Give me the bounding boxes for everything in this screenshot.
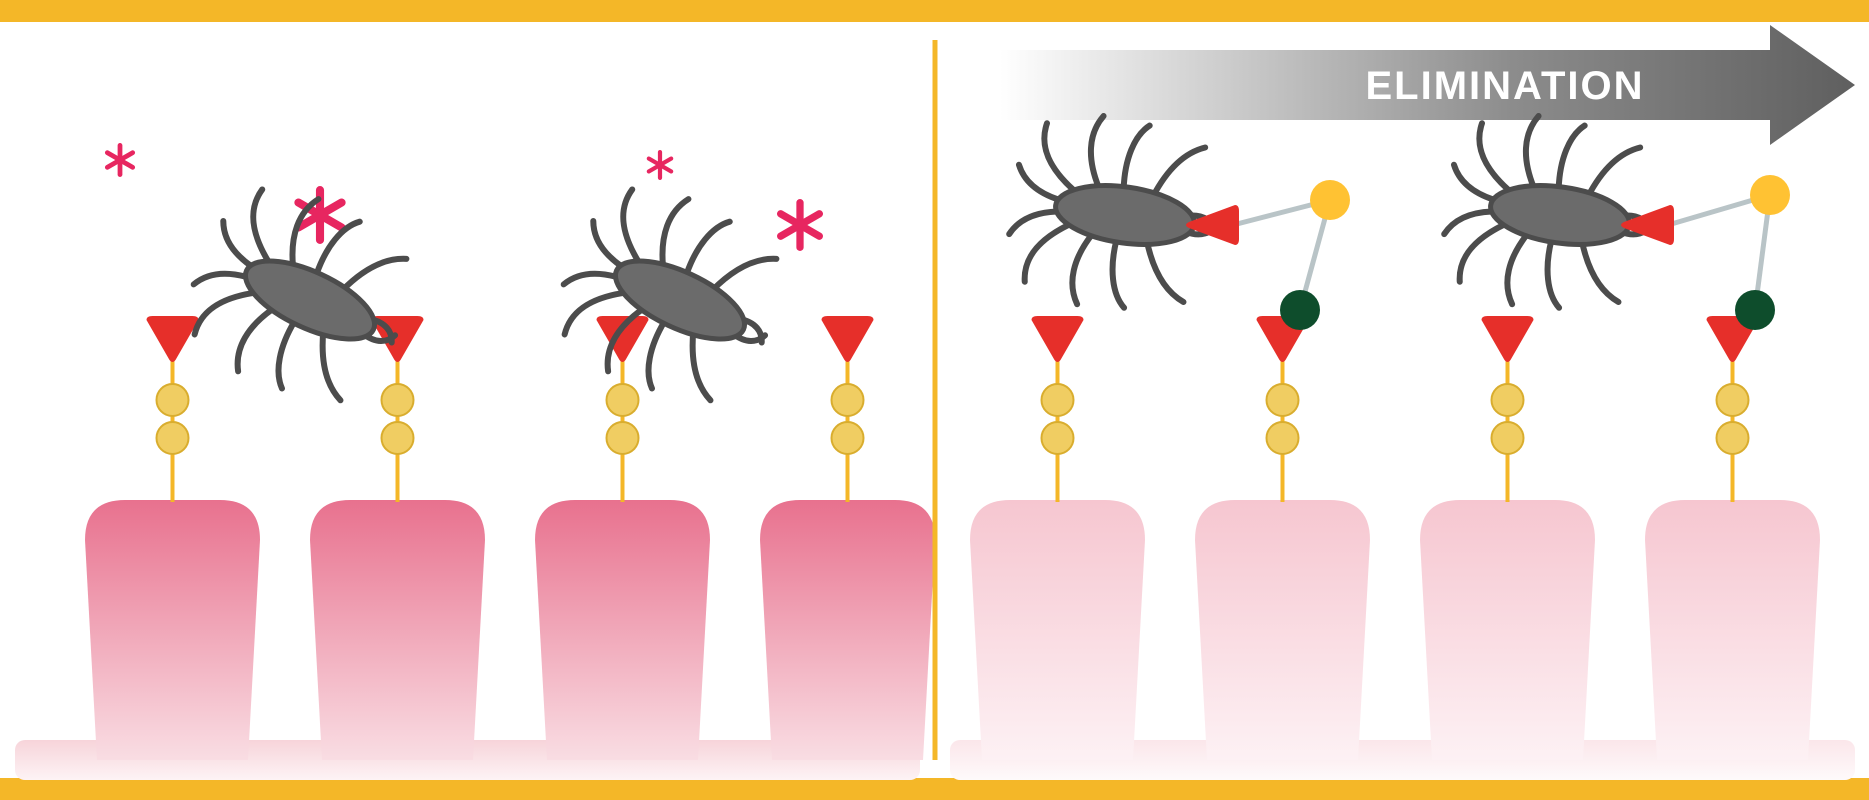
receptor-triangle-icon [1482,316,1534,362]
decoy-triangle-icon [1186,205,1239,245]
pathogen-icon [538,167,803,425]
decoy-triangle-icon [1621,205,1674,245]
receptor-bead [1042,422,1074,454]
villus [1420,500,1595,760]
diagram-stage: ELIMINATION [0,0,1869,800]
decoy-green-ball [1735,290,1775,330]
receptor-bead [1717,384,1749,416]
receptor-bead [157,384,189,416]
pathogen-icon [1436,105,1664,322]
decoy-yellow-ball [1310,180,1350,220]
pathogen-icon [1001,105,1229,322]
inflammation-asterisk-icon [646,150,674,180]
receptor-bead [1042,384,1074,416]
elimination-arrow-label: ELIMINATION [1365,64,1644,108]
villus [970,500,1145,760]
top-border-bar [0,0,1869,22]
receptor-bead [382,422,414,454]
receptor-bead [157,422,189,454]
receptor-triangle-icon [1032,316,1084,362]
receptor-bead [607,422,639,454]
receptor-bead [1492,422,1524,454]
receptor-triangle-icon [147,316,199,362]
receptor-bead [1267,422,1299,454]
villus [1195,500,1370,760]
decoy-green-ball [1280,290,1320,330]
receptor-bead [607,384,639,416]
receptor-bead [1492,384,1524,416]
receptor-triangle-icon [822,316,874,362]
decoy-molecule [1186,180,1350,330]
villus [1645,500,1820,760]
villus [535,500,710,760]
inflammation-asterisk-icon [776,199,825,251]
bottom-border-bar [0,778,1869,800]
decoy-yellow-ball [1750,175,1790,215]
receptor-bead [832,384,864,416]
villus [310,500,485,760]
inflammation-asterisk-icon [104,143,136,177]
villus [85,500,260,760]
receptor-bead [832,422,864,454]
decoy-molecule [1621,175,1790,330]
receptor-bead [382,384,414,416]
receptor-bead [1267,384,1299,416]
villus [760,500,935,760]
diagram-svg: ELIMINATION [0,0,1869,800]
receptor-bead [1717,422,1749,454]
